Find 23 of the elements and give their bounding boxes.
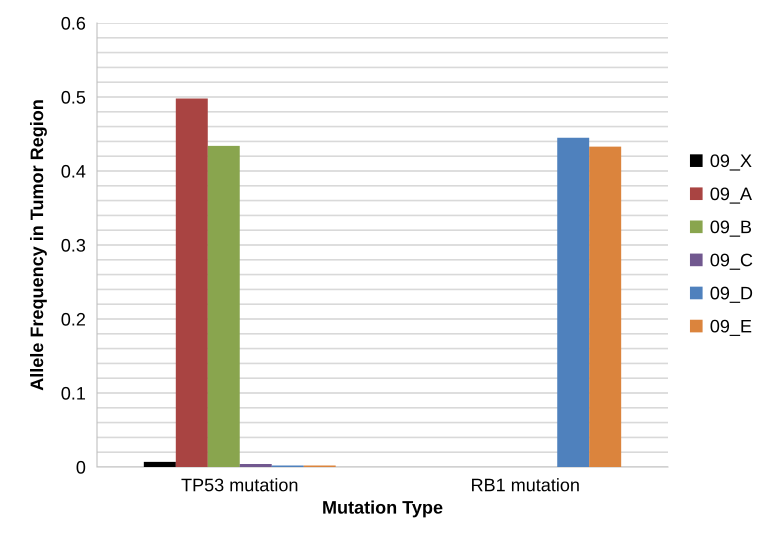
- y-axis-title: Allele Frequency in Tumor Region: [30, 100, 47, 390]
- x-tick-label: TP53 mutation: [181, 478, 298, 492]
- bar: [557, 138, 590, 467]
- legend-label: 09_B: [710, 220, 752, 237]
- x-axis-title: Mutation Type: [323, 500, 442, 518]
- legend-label: 09_C: [710, 254, 752, 270]
- bar: [208, 146, 240, 467]
- y-tick-label: 0.6: [61, 16, 86, 30]
- bar: [176, 98, 208, 467]
- legend-label: 09_A: [710, 187, 752, 204]
- y-tick-label: 0.3: [61, 238, 86, 252]
- bar: [144, 462, 176, 467]
- y-tick-label: 0: [76, 460, 86, 474]
- y-tick-label: 0.1: [61, 386, 86, 400]
- legend-label: 09_D: [710, 286, 752, 303]
- legend-label: 09_E: [710, 320, 752, 336]
- y-tick-label: 0.5: [61, 90, 86, 104]
- legend-label: 09_X: [710, 154, 752, 171]
- bar: [240, 464, 272, 467]
- y-tick-label: 0.2: [61, 312, 85, 326]
- y-tick-label: 0.4: [61, 164, 86, 178]
- x-tick-label: RB1 mutation: [472, 478, 579, 492]
- bar: [589, 146, 622, 467]
